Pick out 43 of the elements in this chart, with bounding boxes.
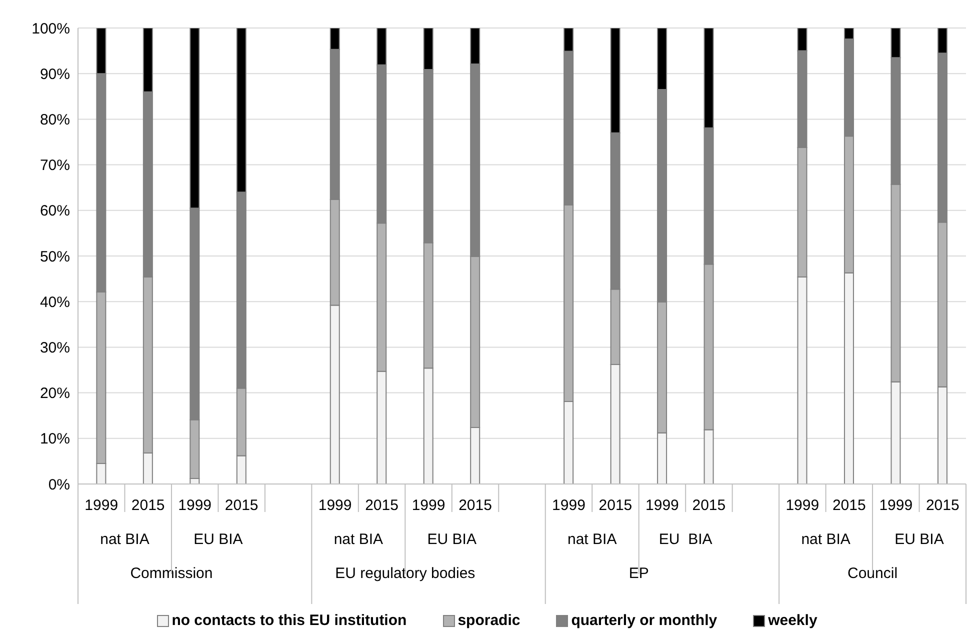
y-tick-label: 100%: [32, 20, 70, 38]
x-tick-label: 2015: [926, 497, 960, 514]
text: nat BIA: [801, 531, 850, 548]
x-tick-label: 2015: [458, 497, 492, 514]
x-tick-label: 2015: [131, 497, 165, 514]
x-tick-label: 1999: [786, 497, 820, 514]
text: EU BIA: [894, 531, 944, 548]
text: EU BIA: [427, 531, 476, 548]
y-tick-label: 70%: [40, 157, 70, 174]
legend-label: weekly: [768, 612, 818, 629]
text: Council: [848, 565, 898, 582]
y-tick-label: 40%: [40, 294, 70, 311]
y-tick-label: 0%: [48, 476, 70, 494]
y-tick-label: 90%: [40, 66, 70, 83]
y-tick-label: 30%: [40, 340, 70, 357]
y-tick-label: 60%: [40, 202, 70, 220]
text: Commission: [130, 565, 213, 582]
text: EP: [628, 565, 649, 582]
x-tick-label: 2015: [224, 497, 258, 514]
x-tick-label: 1999: [552, 497, 586, 514]
y-tick-label: 80%: [40, 112, 70, 129]
text: EU BIA: [194, 531, 243, 548]
x-tick-label: 1999: [646, 497, 679, 514]
legend-label: no contacts to this EU institution: [172, 612, 407, 629]
x-tick-label: 2015: [832, 497, 866, 514]
text: EU regulatory bodies: [335, 565, 476, 582]
x-tick-label: 2015: [365, 497, 398, 514]
x-tick-label: 1999: [318, 497, 352, 514]
x-tick-label: 2015: [692, 497, 726, 514]
x-tick-label: 1999: [412, 497, 446, 514]
x-tick-label: 2015: [598, 497, 632, 514]
y-tick-label: 20%: [40, 385, 70, 402]
text: nat BIA: [334, 531, 384, 548]
text: EU BIA: [658, 531, 712, 548]
y-tick-label: 50%: [40, 248, 70, 266]
y-tick-label: 10%: [40, 430, 70, 448]
text: nat BIA: [100, 531, 150, 548]
x-tick-label: 1999: [178, 497, 212, 514]
legend-label: sporadic: [458, 612, 520, 629]
x-tick-label: 1999: [879, 497, 913, 514]
legend-label: quarterly or monthly: [571, 612, 718, 629]
x-tick-label: 1999: [84, 497, 118, 514]
text: nat BIA: [568, 531, 617, 548]
